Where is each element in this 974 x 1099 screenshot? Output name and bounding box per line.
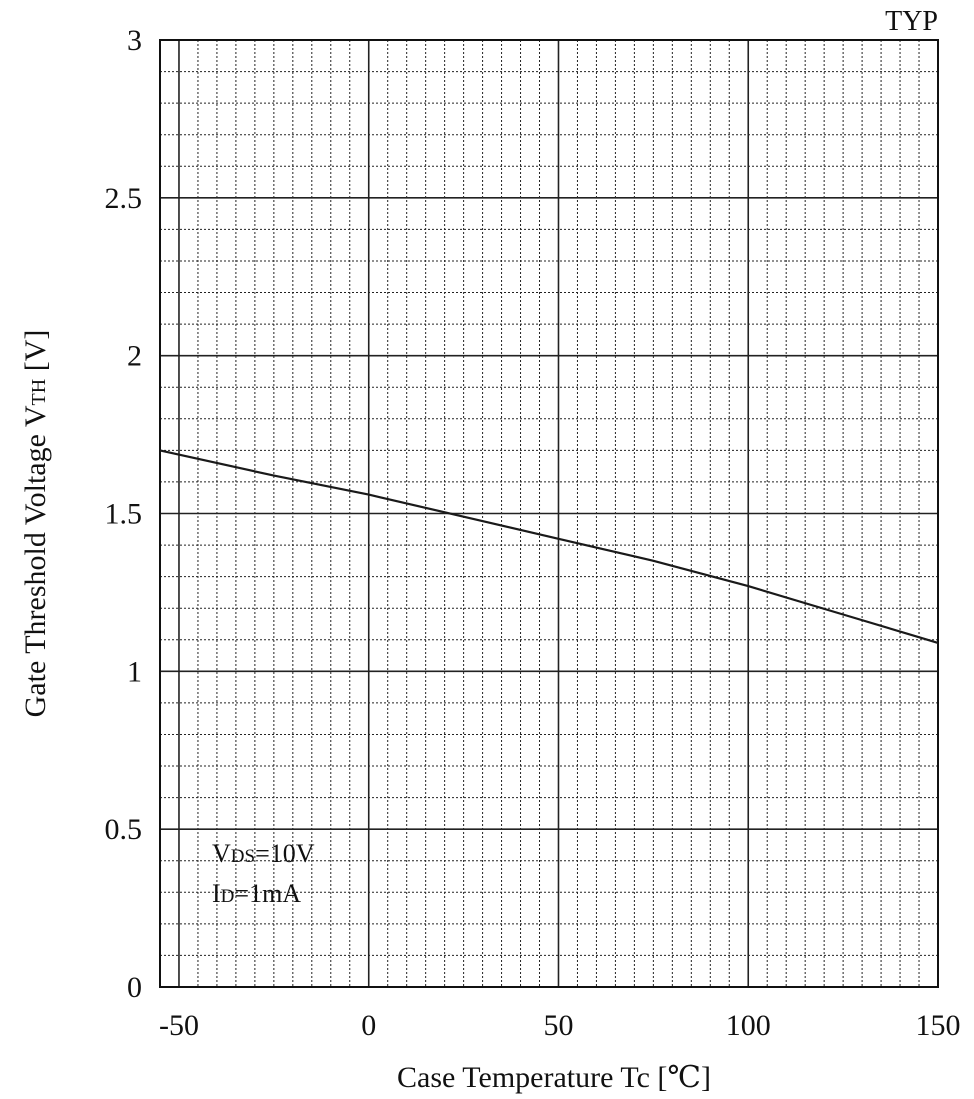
condition-vds-value: =10V	[255, 839, 315, 868]
condition-vds-main: V	[212, 839, 231, 868]
condition-id-main: I	[212, 879, 221, 908]
condition-id: ID=1mA	[212, 879, 301, 908]
x-tick-labels: -50 0 50 100 150	[159, 1009, 961, 1042]
series-line	[159, 449, 939, 644]
y-tick-label: 1	[127, 655, 142, 688]
typ-badge: TYP	[885, 6, 938, 37]
y-tick-labels: 0 0.5 1 1.5 2 2.5 3	[105, 24, 143, 1004]
y-axis-label-main: Gate Threshold Voltage V	[19, 405, 52, 717]
y-tick-label: 0.5	[105, 813, 143, 846]
series-layer	[159, 449, 939, 644]
test-conditions: VDS=10V ID=1mA	[212, 839, 315, 908]
condition-vds-sub: DS	[231, 846, 255, 867]
y-axis-label-unit: [V]	[19, 330, 52, 379]
x-tick-label: 50	[543, 1009, 573, 1042]
x-tick-label: 0	[361, 1009, 376, 1042]
y-tick-label: 0	[127, 971, 142, 1004]
condition-id-sub: D	[221, 886, 235, 907]
y-tick-label: 1.5	[105, 498, 143, 531]
condition-id-value: =1mA	[234, 879, 301, 908]
grid-major	[160, 40, 938, 987]
x-tick-label: 100	[726, 1009, 771, 1042]
x-tick-label: 150	[916, 1009, 961, 1042]
y-tick-label: 3	[127, 24, 142, 57]
y-axis-label-sub: TH	[28, 379, 50, 406]
x-tick-label: -50	[159, 1009, 199, 1042]
condition-vds: VDS=10V	[212, 839, 315, 868]
y-tick-label: 2.5	[105, 182, 143, 215]
plot-frame	[159, 39, 939, 988]
y-tick-label: 2	[127, 340, 142, 373]
y-axis-label: Gate Threshold Voltage VTH [V]	[19, 330, 52, 718]
x-axis-label: Case Temperature Tc [℃]	[397, 1061, 711, 1094]
